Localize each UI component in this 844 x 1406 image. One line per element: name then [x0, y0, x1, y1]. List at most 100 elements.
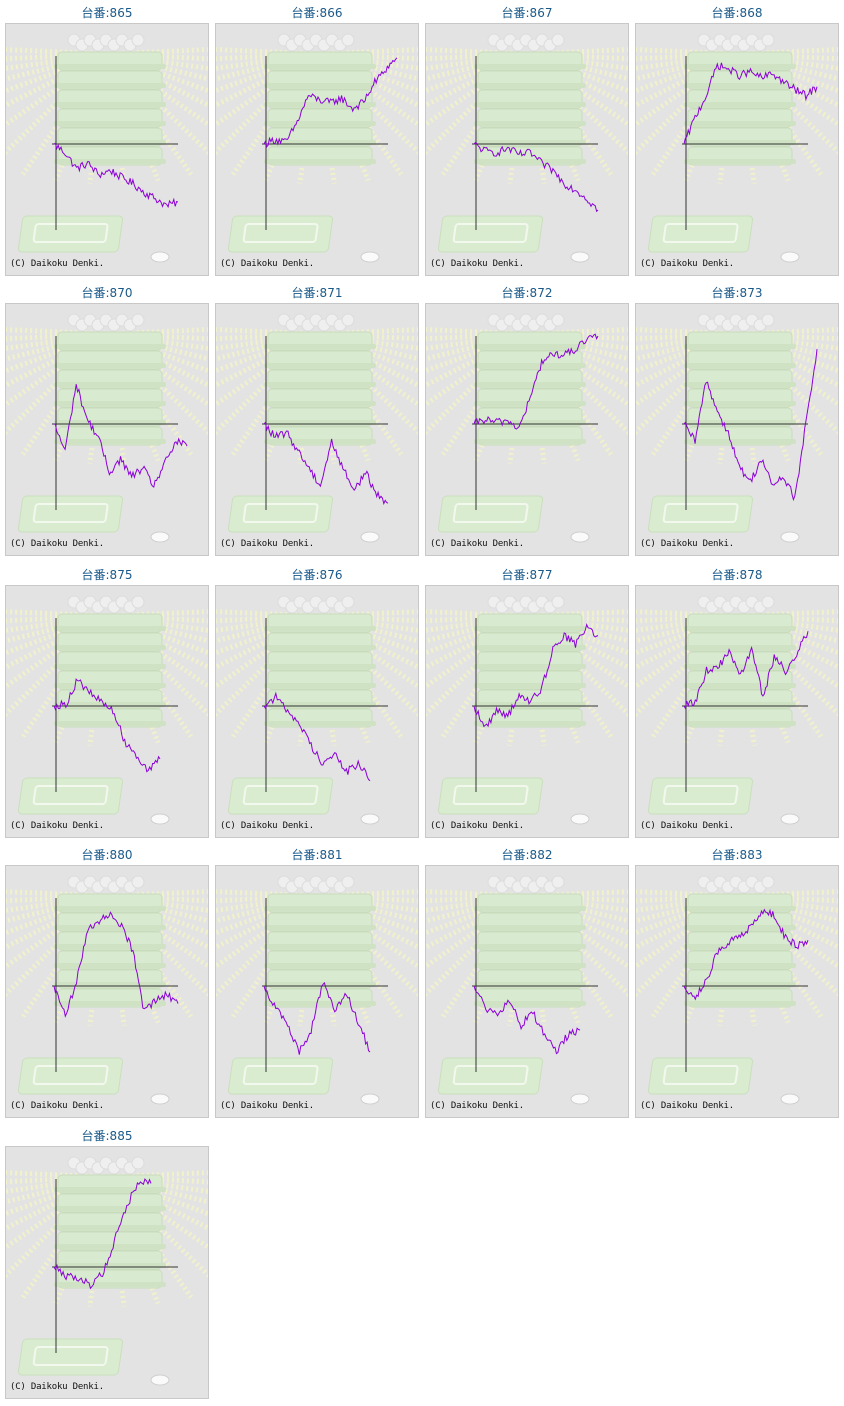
machine-number-link[interactable]: 台番:881: [291, 848, 343, 862]
graph-canvas: [6, 24, 208, 275]
slump-graph-image[interactable]: (C) Daikoku Denki.: [5, 23, 209, 276]
machine-number-link[interactable]: 台番:872: [501, 286, 553, 300]
bottom-tray-decoration: [647, 215, 753, 253]
slump-graph-image[interactable]: (C) Daikoku Denki.: [425, 585, 629, 838]
bubbles-decoration: [277, 33, 355, 52]
slump-graph-image[interactable]: (C) Daikoku Denki.: [425, 303, 629, 556]
coin-icon: [570, 531, 590, 543]
payout-line: [683, 349, 818, 502]
machine-number-link[interactable]: 台番:878: [711, 568, 763, 582]
slump-graph-image[interactable]: (C) Daikoku Denki.: [215, 865, 419, 1118]
machine-number-link[interactable]: 台番:870: [81, 286, 133, 300]
slump-graph-image[interactable]: (C) Daikoku Denki.: [635, 23, 839, 276]
slump-graph-image[interactable]: (C) Daikoku Denki.: [425, 23, 629, 276]
machine-number-link[interactable]: 台番:865: [81, 6, 133, 20]
copyright-text: (C) Daikoku Denki.: [10, 539, 104, 549]
tray-stack-decoration: [684, 51, 796, 166]
payout-line: [53, 384, 188, 488]
copyright-text: (C) Daikoku Denki.: [430, 539, 524, 549]
machine-number-link[interactable]: 台番:875: [81, 568, 133, 582]
graph-canvas: [636, 304, 838, 555]
bottom-tray-decoration: [17, 1338, 123, 1376]
payout-line: [53, 911, 179, 1018]
payout-line: [53, 1178, 152, 1290]
bottom-tray-decoration: [17, 777, 123, 815]
bubbles-decoration: [67, 313, 145, 332]
slump-graph-image[interactable]: (C) Daikoku Denki.: [5, 585, 209, 838]
bottom-tray-decoration: [17, 495, 123, 533]
bubbles-decoration: [487, 595, 565, 614]
machine-number-link[interactable]: 台番:876: [291, 568, 343, 582]
copyright-text: (C) Daikoku Denki.: [10, 1382, 104, 1392]
payout-line: [263, 421, 389, 506]
copyright-text: (C) Daikoku Denki.: [640, 539, 734, 549]
coin-icon: [150, 1093, 170, 1105]
graph-canvas: [6, 586, 208, 837]
machine-card: 台番:870 (C) Daikoku Denki.: [5, 280, 209, 556]
machine-number-link[interactable]: 台番:867: [501, 6, 553, 20]
payout-line: [683, 908, 809, 1001]
slump-graph-image[interactable]: (C) Daikoku Denki.: [215, 585, 419, 838]
copyright-text: (C) Daikoku Denki.: [220, 821, 314, 831]
machine-card: 台番:866 (C) Daikoku Denki.: [215, 0, 419, 276]
machine-number-link[interactable]: 台番:866: [291, 6, 343, 20]
graph-canvas: [216, 24, 418, 275]
coin-icon: [570, 251, 590, 263]
bottom-tray-decoration: [437, 215, 543, 253]
coin-icon: [360, 1093, 380, 1105]
payout-line: [53, 142, 179, 209]
graph-canvas: [426, 24, 628, 275]
coin-icon: [360, 251, 380, 263]
coin-icon: [150, 251, 170, 263]
tray-stack-decoration: [684, 331, 796, 446]
machine-number-link[interactable]: 台番:868: [711, 6, 763, 20]
slump-graph-image[interactable]: (C) Daikoku Denki.: [5, 1146, 209, 1399]
payout-line: [473, 333, 599, 430]
bottom-tray-decoration: [647, 1057, 753, 1095]
machine-card: 台番:867 (C) Daikoku Denki.: [425, 0, 629, 276]
bottom-tray-decoration: [437, 1057, 543, 1095]
payout-line: [473, 141, 599, 213]
copyright-text: (C) Daikoku Denki.: [220, 539, 314, 549]
slump-graph-image[interactable]: (C) Daikoku Denki.: [635, 865, 839, 1118]
tray-stack-decoration: [264, 51, 376, 166]
slump-graph-image[interactable]: (C) Daikoku Denki.: [635, 585, 839, 838]
copyright-text: (C) Daikoku Denki.: [640, 259, 734, 269]
machine-number-link[interactable]: 台番:877: [501, 568, 553, 582]
slump-graph-image[interactable]: (C) Daikoku Denki.: [5, 303, 209, 556]
bottom-tray-decoration: [227, 215, 333, 253]
bottom-tray-decoration: [17, 215, 123, 253]
bubbles-decoration: [67, 1156, 145, 1175]
slump-graph-image[interactable]: (C) Daikoku Denki.: [635, 303, 839, 556]
slump-graph-image[interactable]: (C) Daikoku Denki.: [215, 23, 419, 276]
slump-graph-image[interactable]: (C) Daikoku Denki.: [5, 865, 209, 1118]
payout-line: [263, 691, 371, 782]
machine-card: 台番:880 (C) Daikoku Denki.: [5, 842, 209, 1118]
machine-card: 台番:883 (C) Daikoku Denki.: [635, 842, 839, 1118]
tray-stack-decoration: [474, 613, 586, 728]
slump-graph-image[interactable]: (C) Daikoku Denki.: [425, 865, 629, 1118]
machine-number-link[interactable]: 台番:871: [291, 286, 343, 300]
coin-icon: [780, 531, 800, 543]
copyright-text: (C) Daikoku Denki.: [640, 821, 734, 831]
payout-line: [683, 631, 809, 710]
slump-graph-image[interactable]: (C) Daikoku Denki.: [215, 303, 419, 556]
bottom-tray-decoration: [17, 1057, 123, 1095]
machine-number-link[interactable]: 台番:882: [501, 848, 553, 862]
tray-stack-decoration: [684, 893, 796, 1008]
bubbles-decoration: [277, 313, 355, 332]
machine-card: 台番:877 (C) Daikoku Denki.: [425, 562, 629, 838]
graph-canvas: [6, 1147, 208, 1398]
coin-icon: [780, 251, 800, 263]
machine-card: 台番:885 (C) Daikoku Denki.: [5, 1123, 209, 1399]
coin-icon: [570, 813, 590, 825]
machine-number-link[interactable]: 台番:873: [711, 286, 763, 300]
machine-card: 台番:876 (C) Daikoku Denki.: [215, 562, 419, 838]
machine-number-link[interactable]: 台番:885: [81, 1129, 133, 1143]
machine-number-link[interactable]: 台番:883: [711, 848, 763, 862]
machine-number-link[interactable]: 台番:880: [81, 848, 133, 862]
machine-card: 台番:875 (C) Daikoku Denki.: [5, 562, 209, 838]
bubbles-decoration: [67, 33, 145, 52]
bubbles-decoration: [487, 875, 565, 894]
